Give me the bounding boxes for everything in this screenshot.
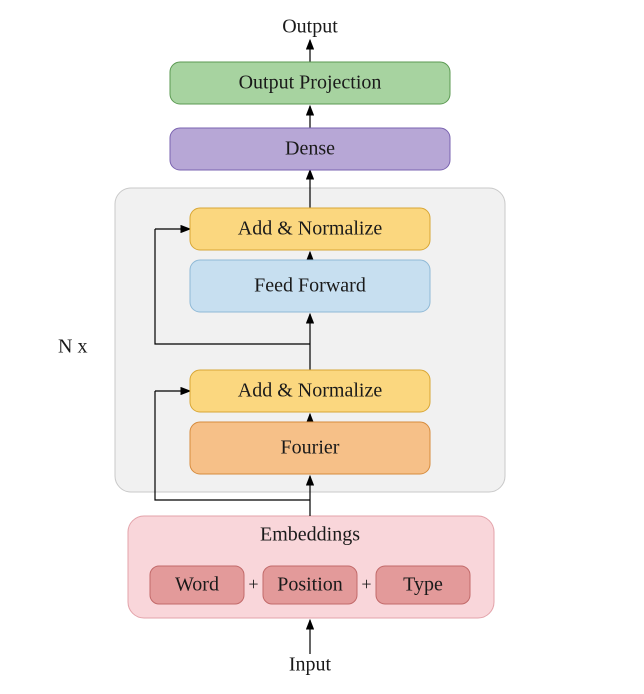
output-projection-label: Output Projection <box>239 72 382 94</box>
embedding-position-label: Position <box>277 574 343 596</box>
embeddings-title: Embeddings <box>260 524 360 546</box>
add-normalize-lower-label: Add & Normalize <box>238 380 383 402</box>
add-normalize-upper-label: Add & Normalize <box>238 218 383 240</box>
plus-2: + <box>361 574 371 594</box>
fourier-label: Fourier <box>281 437 340 459</box>
repeat-label: N x <box>58 336 87 358</box>
output-label: Output <box>282 16 338 38</box>
plus-1: + <box>248 574 258 594</box>
feed-forward-label: Feed Forward <box>254 275 366 297</box>
input-label: Input <box>289 654 332 676</box>
embedding-word-label: Word <box>175 574 219 596</box>
dense-label: Dense <box>285 138 335 160</box>
embedding-type-label: Type <box>403 574 443 596</box>
